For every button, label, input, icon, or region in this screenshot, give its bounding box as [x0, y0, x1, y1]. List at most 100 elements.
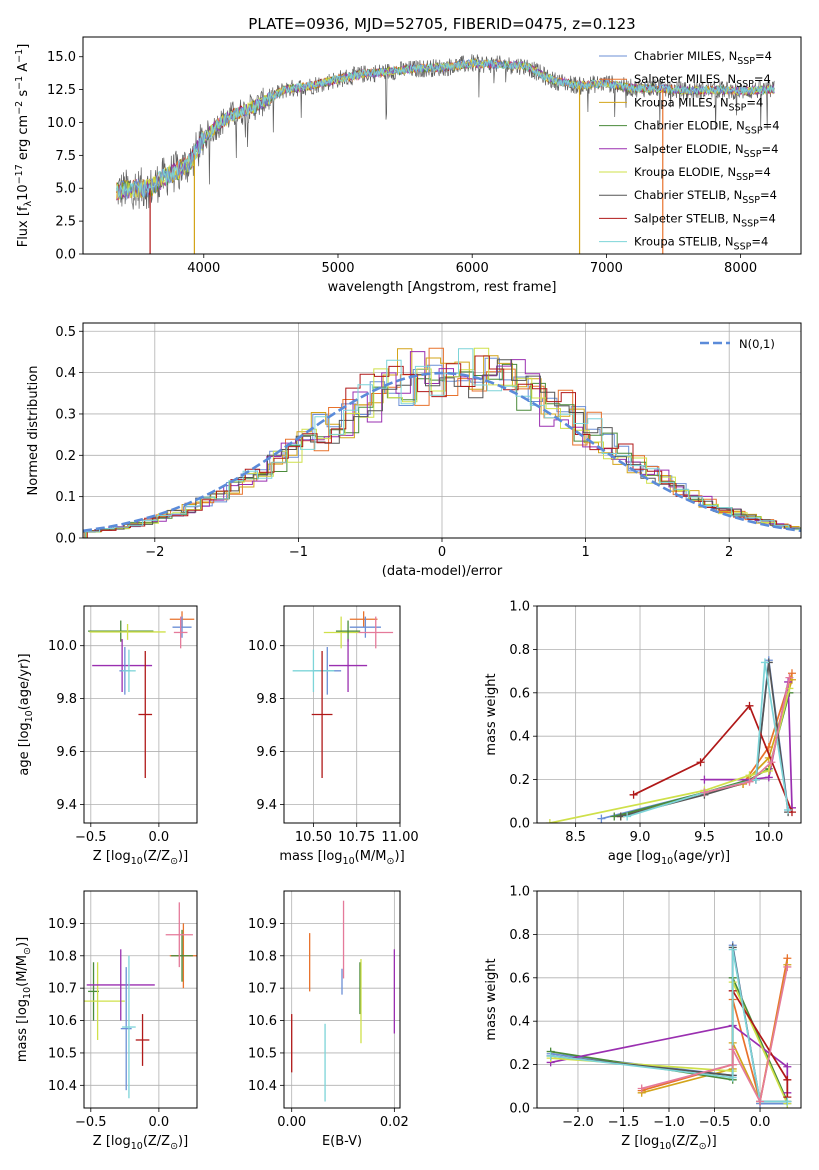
y-tick-label: 9.6 — [56, 745, 77, 760]
weight-marker — [545, 819, 554, 823]
x-tick-label: 9.0 — [630, 830, 651, 845]
axes-residuals: −2 −1 0 1 2 0.0 0.1 0.2 0.3 0.4 0.5 (data-model)/er… — [26, 322, 802, 579]
x-tick-label: −2.0 — [562, 1115, 594, 1130]
y-tick-label: 10.5 — [48, 1046, 77, 1061]
y-tick-label: 9.6 — [256, 745, 277, 760]
weight-marker — [783, 1097, 792, 1106]
y-tick-label: 0.2 — [509, 1058, 530, 1073]
legend-label: Kroupa ELODIE, NSSP=4 — [634, 165, 771, 183]
weight-marker — [783, 1075, 792, 1084]
axes-frame — [83, 605, 198, 824]
y-tick-label: 0.6 — [509, 686, 530, 701]
weight-marker — [700, 788, 709, 797]
x-tick-label: 11.00 — [381, 830, 418, 845]
legend-label: Chabrier MILES, NSSP=4 — [634, 49, 772, 67]
legend-label: Chabrier STELIB, NSSP=4 — [634, 188, 777, 206]
plot-area-mass_weight_vs_z — [546, 941, 792, 1108]
y-tick-label: 10.6 — [48, 1014, 77, 1029]
normal-distribution-curve — [83, 371, 801, 533]
y-tick-label: 0.0 — [509, 817, 530, 832]
axes-frame — [82, 36, 802, 255]
legend-label: Salpeter ELODIE, NSSP=4 — [634, 142, 778, 160]
y-tick-label: 1.0 — [509, 885, 530, 900]
plot-area-residuals — [83, 347, 801, 538]
x-tick-label: 1 — [581, 545, 589, 560]
axes-frame — [536, 890, 802, 1109]
x-tick-label: 4000 — [187, 261, 220, 276]
x-tick-label: 7000 — [590, 261, 623, 276]
weight-marker — [767, 758, 776, 767]
x-tick-label: −1.5 — [608, 1115, 640, 1130]
y-tick-label: 12.5 — [47, 83, 76, 98]
y-tick-label: 0.4 — [509, 1015, 530, 1030]
x-tick-label: 8.5 — [565, 830, 586, 845]
x-tick-label: −2 — [145, 545, 164, 560]
x-tick-label: 2 — [725, 545, 733, 560]
x-tick-label: 0 — [438, 545, 446, 560]
axes-mass_weight_vs_z: −2.0 −1.5 −1.0 −0.5 0.0 0.0 0.2 0.4 0.6 0.8 1.0 Z [… — [484, 885, 802, 1152]
x-tick-label: 8000 — [724, 261, 757, 276]
weight-line-pink — [704, 677, 791, 794]
legend-label: N(0,1) — [739, 337, 775, 351]
y-tick-label: 10.6 — [248, 1014, 277, 1029]
y-tick-label: 10.8 — [248, 949, 277, 964]
y-tick-label: 0.3 — [55, 407, 76, 422]
legend-label: Chabrier ELODIE, NSSP=4 — [634, 119, 780, 137]
weight-marker — [597, 814, 606, 823]
y-tick-label: 10.8 — [48, 949, 77, 964]
x-tick-label: 0.00 — [277, 1115, 306, 1130]
y-tick-label: 9.8 — [256, 692, 277, 707]
residual-histogram-kroupa-stelib — [84, 348, 801, 538]
axes-frame — [82, 322, 802, 539]
x-tick-label: −0.5 — [75, 830, 107, 845]
weight-marker — [696, 758, 705, 767]
weight-marker — [728, 945, 737, 954]
weight-marker — [728, 1073, 737, 1082]
x-tick-label: 6000 — [456, 261, 489, 276]
y-tick-label: 0.0 — [55, 532, 76, 547]
y-axis-label: Flux [fλ10−17 erg cm−2 s−1 A−1] — [14, 44, 34, 248]
y-tick-label: 1.0 — [509, 600, 530, 615]
spectrum-line-kroupa-stelib — [116, 57, 775, 198]
y-axis-label: mass weight — [484, 958, 499, 1040]
x-tick-label: 10.0 — [754, 830, 783, 845]
y-tick-label: 10.0 — [47, 116, 76, 131]
x-axis-label: age [log10(age/yr)] — [608, 849, 730, 867]
y-tick-label: 10.0 — [248, 639, 277, 654]
y-tick-label: 10.0 — [48, 639, 77, 654]
y-tick-label: 10.7 — [248, 982, 277, 997]
x-axis-label: Z [log10(Z/Z⊙)] — [621, 1134, 716, 1152]
y-tick-label: 0.2 — [509, 773, 530, 788]
plot-area-age_vs_mass — [292, 611, 394, 779]
y-tick-label: 0.4 — [55, 366, 76, 381]
residual-histogram-kroupa-miles — [83, 348, 800, 533]
weight-marker — [784, 805, 793, 814]
y-tick-label: 10.4 — [248, 1079, 277, 1094]
x-tick-label: 10.75 — [338, 830, 375, 845]
x-tick-label: −1 — [289, 545, 308, 560]
residual-histogram-salpeter-stelib — [86, 355, 801, 538]
y-axis-label: Normed distribution — [26, 366, 41, 496]
y-tick-label: 9.8 — [56, 692, 77, 707]
y-axis-label: age [log10(age/yr)] — [17, 653, 35, 775]
weight-marker — [756, 1097, 765, 1106]
residual-histogram-chabrier-stelib — [83, 359, 799, 533]
weight-marker — [760, 658, 769, 667]
axes-age_vs_mass: 10.50 10.75 11.00 9.4 9.6 9.8 10.0 mass [log10(… — [248, 605, 419, 867]
axes-frame — [83, 890, 198, 1109]
y-tick-label: 15.0 — [47, 50, 76, 65]
y-tick-label: 9.4 — [56, 798, 77, 813]
x-axis-label: Z [log10(Z/Z⊙)] — [93, 1134, 188, 1152]
y-tick-label: 10.9 — [48, 917, 77, 932]
weight-marker — [745, 777, 754, 786]
y-tick-label: 10.7 — [48, 982, 77, 997]
y-tick-label: 0.8 — [509, 928, 530, 943]
x-axis-label: (data-model)/error — [382, 564, 503, 579]
axes-frame — [283, 605, 401, 824]
legend-label: Salpeter STELIB, NSSP=4 — [634, 211, 776, 229]
y-tick-label: 7.5 — [55, 149, 76, 164]
axes-age_vs_z: −0.5 0.0 9.4 9.6 9.8 10.0 Z [log10(Z/Z⊙)] age [… — [17, 605, 198, 867]
y-tick-label: 10.4 — [48, 1079, 77, 1094]
y-tick-label: 0.0 — [55, 248, 76, 263]
